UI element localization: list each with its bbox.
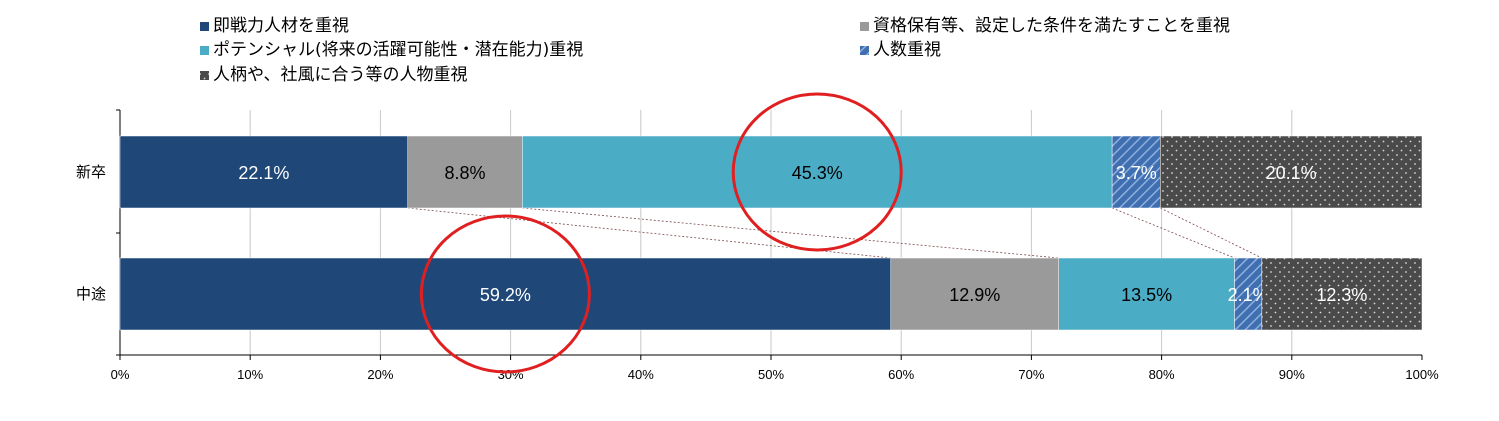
bar-segment [1111,135,1161,209]
x-tick-label: 0% [111,367,130,382]
highlight-circles [419,92,903,374]
legend-swatch [200,71,209,80]
legend-swatch [200,46,209,55]
x-tick-label: 90% [1279,367,1305,382]
bar-segment [119,135,408,209]
series-connector-line [522,207,1059,259]
x-tick-label: 40% [628,367,654,382]
bar-segment [1261,257,1423,331]
x-tick-label: 80% [1149,367,1175,382]
legend-swatch [860,22,869,31]
bar-segment [1058,257,1235,331]
x-tick-label: 50% [758,367,784,382]
legend-label: 人柄や、社風に合う等の人物重視 [213,65,468,85]
bar-segment [407,135,523,209]
bar-segment [1160,135,1423,209]
data-label: 12.9% [949,285,1000,305]
bar-segment [890,257,1059,331]
data-label: 20.1% [1266,163,1317,183]
legend-label: 即戦力人材を重視 [213,16,349,36]
legend-swatch [200,22,209,31]
x-tick-label: 30% [498,367,524,382]
x-tick-label: 60% [888,367,914,382]
legend-label: ポテンシャル(将来の活躍可能性・潜在能力)重視 [213,40,583,60]
legend-swatch [860,46,869,55]
x-tick-label: 100% [1405,367,1439,382]
series-connector-line [1160,207,1263,259]
highlight-circle [731,92,903,252]
data-label: 45.3% [792,163,843,183]
x-tick-label: 70% [1018,367,1044,382]
data-label: 59.2% [480,285,531,305]
data-label: 12.3% [1316,285,1367,305]
category-label: 中途 [76,285,106,303]
legend-label: 人数重視 [873,40,941,60]
x-tick-label: 20% [367,367,393,382]
legend-label: 資格保有等、設定した条件を満たすことを重視 [873,16,1230,36]
bar-segment [1234,257,1263,331]
series-connector-line [1111,207,1235,259]
data-label: 13.5% [1121,285,1172,305]
legend: 即戦力人材を重視 資格保有等、設定した条件を満たすことを重視ポテンシャル(将来の活… [200,16,1230,85]
x-tick-label: 10% [237,367,263,382]
data-label: 22.1% [238,163,289,183]
data-label: 8.8% [445,163,486,183]
category-label: 新卒 [76,163,106,181]
data-label: 2.1% [1228,285,1269,305]
bar-segment [119,257,892,331]
highlight-circle [419,214,591,374]
data-label: 3.7% [1116,163,1157,183]
